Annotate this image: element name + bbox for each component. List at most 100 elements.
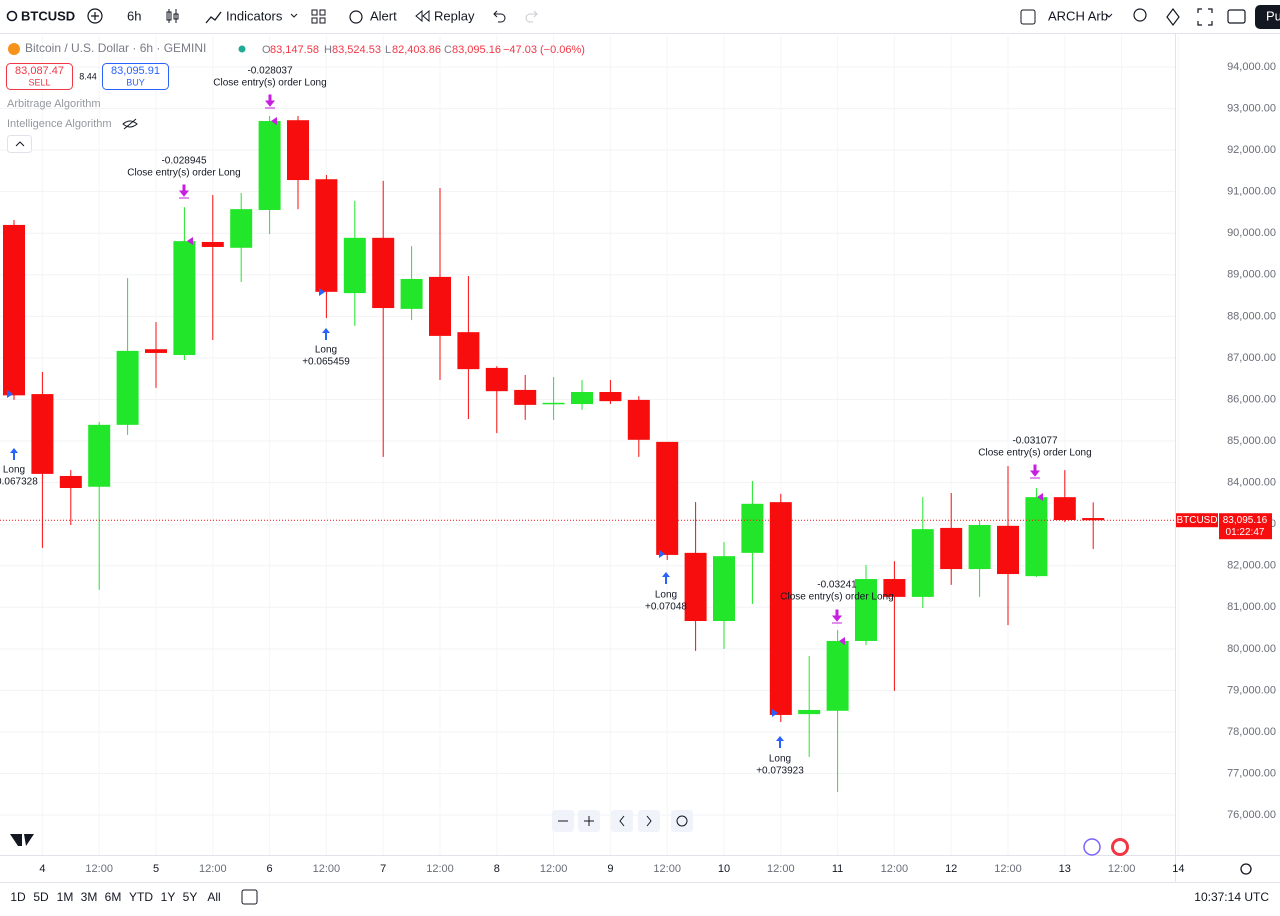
undo-icon[interactable] [493, 10, 506, 23]
annotation-text: Close entry(s) order Long [978, 448, 1091, 459]
buy-button[interactable] [102, 63, 169, 90]
buy-label: BUY [126, 77, 145, 87]
candle-body [826, 640, 849, 711]
region-icon-inner [1114, 841, 1126, 853]
annotation-text: -0.028945 [161, 156, 206, 167]
candle-body [684, 552, 707, 622]
indicator-name[interactable]: Intelligence Algorithm [7, 118, 112, 130]
candle-body [883, 579, 906, 597]
candle-body [59, 475, 82, 489]
assistant-icon[interactable] [1083, 838, 1101, 856]
y-tick-label: 77,000.00 [1227, 767, 1276, 779]
annotation-text: Long [315, 345, 337, 356]
candle-body [997, 525, 1019, 575]
toolbar: BTCUSD 6h Indicators Alert Replay ARCH A… [0, 5, 1280, 34]
timeframe[interactable]: All [207, 890, 220, 904]
search-icon[interactable] [6, 10, 18, 22]
close-arrow [178, 184, 190, 199]
candle-body [571, 392, 593, 405]
chart: 76,000.00 77,000.00 78,000.00 79,000.00 80,0… [0, 34, 1280, 882]
timeframe[interactable]: 3M [81, 890, 98, 904]
clock[interactable]: 10:37:14 UTC [1194, 890, 1269, 904]
dropdown-icon[interactable] [1105, 13, 1113, 18]
sell-price: 83,087.47 [15, 65, 64, 77]
alert-icon[interactable] [349, 10, 363, 24]
low-label: L [385, 44, 391, 56]
indicator-name[interactable]: Arbitrage Algorithm [7, 98, 101, 110]
layout-name[interactable]: ARCH Arb [1048, 8, 1108, 23]
grid [0, 35, 1179, 855]
collapse-button[interactable] [7, 135, 32, 153]
x-tick-label: 12:00 [426, 863, 454, 875]
replay-button[interactable]: Replay [434, 8, 475, 23]
candle-body [542, 402, 565, 405]
x-tick-label: 12:00 [540, 863, 568, 875]
x-tick-label: 13 [1059, 863, 1071, 875]
fullscreen-icon[interactable] [1197, 8, 1213, 26]
hide-icon[interactable] [122, 118, 138, 130]
symbol[interactable]: BTCUSD [21, 8, 75, 23]
x-tick-label: 12:00 [313, 863, 341, 875]
candle-body [145, 349, 167, 353]
timeframe[interactable]: 1D [10, 890, 26, 904]
date-range-icon[interactable] [241, 889, 258, 905]
reset[interactable] [671, 810, 693, 832]
exit-flag [1037, 493, 1043, 501]
price-tag-symbol-bg [1176, 513, 1218, 528]
exit-flag [839, 637, 845, 645]
annotation-text: Long [655, 590, 677, 601]
long-arrow [322, 328, 330, 340]
long-arrow [662, 572, 670, 584]
timeframe[interactable]: 1Y [161, 890, 176, 904]
alert-button[interactable]: Alert [370, 8, 397, 23]
candle-body [855, 579, 877, 641]
timeframe[interactable]: 6M [105, 890, 122, 904]
timeframe[interactable]: YTD [129, 890, 153, 904]
indicators-button[interactable]: Indicators [226, 8, 283, 23]
candle-body [599, 392, 622, 402]
scroll-left[interactable] [611, 810, 633, 832]
axis-settings[interactable] [1240, 863, 1252, 875]
redo-icon[interactable] [525, 10, 538, 23]
buy-price: 83,095.91 [111, 65, 160, 77]
x-tick-label: 12 [945, 863, 957, 875]
candle-body [230, 209, 253, 248]
publish-button[interactable] [1255, 5, 1280, 29]
price-tag-bg [1219, 513, 1272, 540]
compare-button[interactable] [87, 8, 103, 24]
right-icon [646, 815, 652, 827]
timeframe[interactable]: 1M [57, 890, 74, 904]
tv-logo[interactable] [10, 834, 34, 846]
y-tick-label: 88,000.00 [1227, 310, 1276, 322]
candle-body [258, 121, 281, 210]
plus-icon [584, 816, 594, 826]
layout-icon[interactable] [1020, 9, 1036, 25]
quick-search-icon[interactable] [1133, 8, 1147, 22]
candle-body [798, 709, 821, 715]
x-tick-label: 12:00 [1108, 863, 1136, 875]
indicators-icon[interactable] [205, 11, 222, 24]
market-status [238, 45, 246, 53]
publish-label: Pu [1266, 8, 1280, 23]
y-tick-label: 87,000.00 [1227, 352, 1276, 364]
replay-icon[interactable] [415, 9, 430, 23]
entry-flag [7, 390, 13, 398]
dropdown-icon[interactable] [290, 13, 298, 18]
x-tick-label: 12:00 [881, 863, 909, 875]
chart-type-icon[interactable] [166, 9, 179, 23]
timeframe[interactable]: 5Y [183, 890, 198, 904]
settings-icon[interactable] [1166, 8, 1180, 26]
scroll-right[interactable] [638, 810, 660, 832]
annotation-text: -0.03241 [817, 580, 857, 591]
interval[interactable]: 6h [127, 8, 141, 23]
x-tick-label: 6 [267, 863, 273, 875]
spread: 8.44 [79, 71, 97, 81]
sell-button[interactable] [6, 63, 73, 90]
x-tick-label: 12:00 [653, 863, 681, 875]
snapshot-icon[interactable] [1227, 9, 1246, 24]
close-arrow [1029, 464, 1041, 479]
candle-body [1053, 497, 1076, 521]
candle-body [769, 502, 792, 715]
timeframe[interactable]: 5D [33, 890, 49, 904]
templates-icon[interactable] [311, 9, 326, 24]
